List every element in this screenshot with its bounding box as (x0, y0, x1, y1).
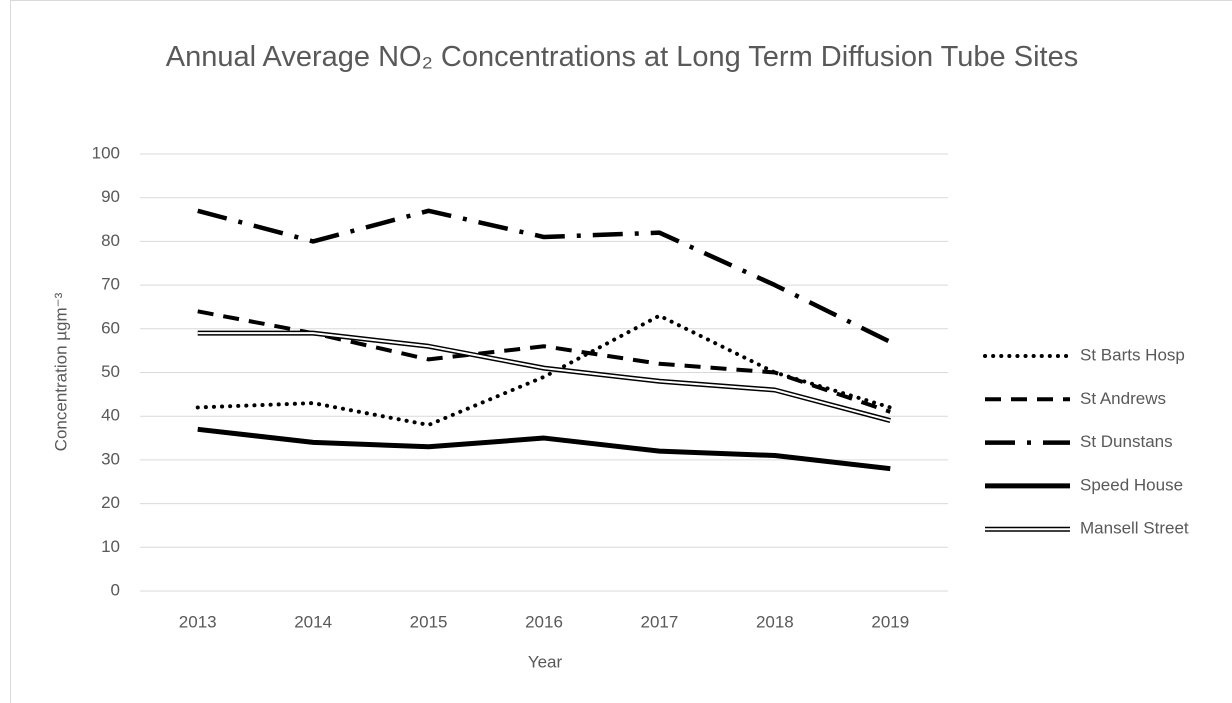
x-tick-label: 2017 (641, 612, 679, 631)
y-tick-label: 20 (101, 493, 120, 512)
legend-label: St Andrews (1080, 389, 1166, 408)
legend-label: St Barts Hosp (1080, 345, 1185, 364)
x-tick-label: 2013 (179, 612, 217, 631)
legend-label: Speed House (1080, 475, 1183, 494)
y-tick-label: 30 (101, 449, 120, 468)
y-tick-label: 50 (101, 362, 120, 381)
y-tick-label: 80 (101, 231, 120, 250)
x-tick-label: 2018 (756, 612, 794, 631)
y-tick-label: 70 (101, 275, 120, 294)
x-tick-label: 2015 (410, 612, 448, 631)
x-axis-label: Year (528, 652, 563, 671)
y-tick-label: 10 (101, 537, 120, 556)
legend-label: Mansell Street (1080, 519, 1189, 538)
y-tick-label: 100 (92, 143, 120, 162)
y-axis-label: Concentration µgm⁻³ (51, 292, 70, 451)
y-tick-label: 90 (101, 187, 120, 206)
series-line (197, 309, 891, 414)
y-tick-label: 0 (111, 580, 120, 599)
x-tick-label: 2014 (294, 612, 332, 631)
series-line (197, 332, 891, 422)
x-tick-label: 2019 (871, 612, 909, 631)
x-tick-label: 2016 (525, 612, 563, 631)
legend-label: St Dunstans (1080, 432, 1173, 451)
chart-border (10, 0, 1232, 703)
y-tick-label: 40 (101, 406, 120, 425)
y-tick-label: 60 (101, 318, 120, 337)
series-line (197, 426, 891, 472)
series-line (197, 208, 892, 344)
chart-title: Annual Average NO₂ Concentrations at Lon… (165, 41, 1079, 73)
